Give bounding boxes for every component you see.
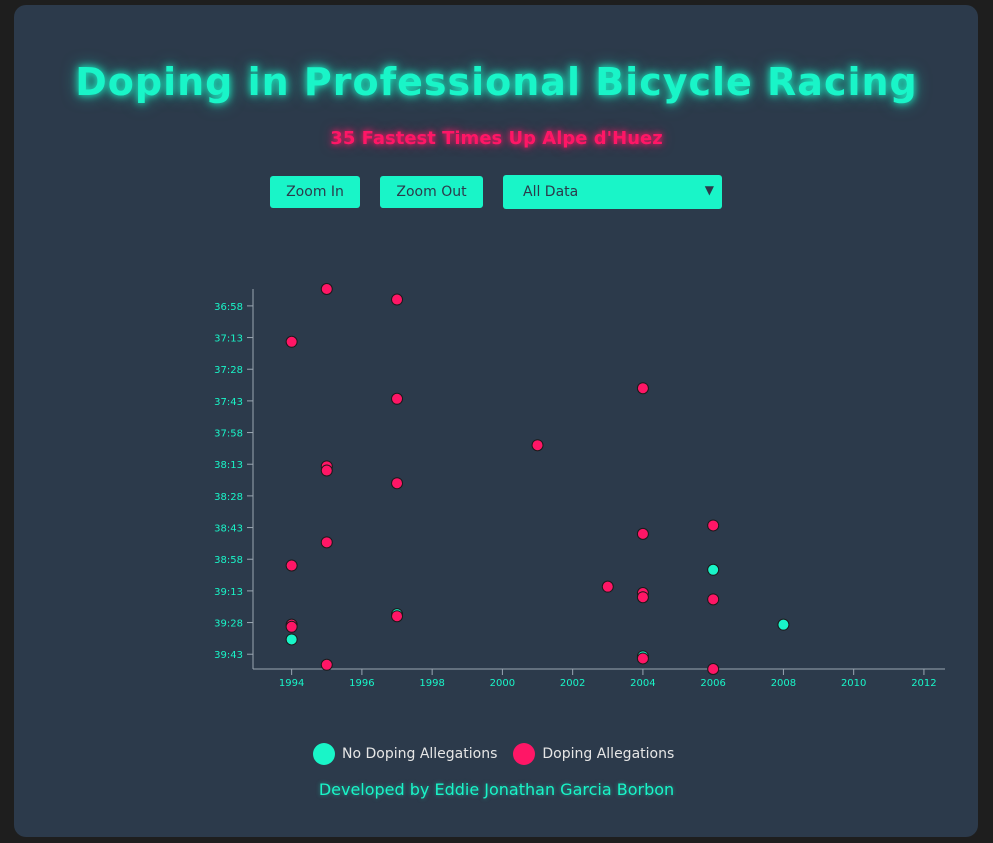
doping-point[interactable] xyxy=(707,663,720,675)
data-filter-selected-value: All Data xyxy=(523,184,579,200)
doping-point[interactable] xyxy=(320,464,333,477)
doping-point[interactable] xyxy=(391,610,404,623)
zoom-out-button[interactable]: Zoom Out xyxy=(380,176,483,208)
x-tick-label: 2004 xyxy=(630,678,655,689)
legend: No Doping Allegations Doping Allegations xyxy=(313,743,690,765)
doping-point[interactable] xyxy=(636,382,649,395)
data-filter-select[interactable]: All Data ▼ xyxy=(503,175,722,209)
doping-point[interactable] xyxy=(391,392,404,405)
zoom-in-button[interactable]: Zoom In xyxy=(270,176,360,208)
legend-swatch-doping xyxy=(513,743,536,765)
no-doping-point[interactable] xyxy=(707,563,720,576)
doping-point[interactable] xyxy=(636,527,649,540)
doping-point[interactable] xyxy=(601,580,614,593)
y-tick-label: 38:43 xyxy=(214,524,243,535)
doping-point[interactable] xyxy=(707,593,720,606)
doping-point[interactable] xyxy=(320,536,333,549)
doping-point[interactable] xyxy=(391,293,404,306)
legend-item-no-doping: No Doping Allegations xyxy=(313,743,497,765)
y-tick-label: 37:43 xyxy=(214,397,243,408)
x-tick-label: 2010 xyxy=(841,678,866,689)
no-doping-point[interactable] xyxy=(285,633,298,646)
y-tick-label: 37:13 xyxy=(214,334,243,345)
x-tick-label: 1994 xyxy=(279,678,304,689)
y-tick-label: 39:43 xyxy=(214,650,243,661)
x-tick-label: 2002 xyxy=(560,678,585,689)
y-tick-label: 39:28 xyxy=(214,619,243,630)
legend-item-doping: Doping Allegations xyxy=(513,743,674,765)
doping-point[interactable] xyxy=(636,652,649,665)
doping-point[interactable] xyxy=(320,658,333,671)
page-title: Doping in Professional Bicycle Racing xyxy=(75,60,918,104)
doping-point[interactable] xyxy=(285,559,298,572)
no-doping-point[interactable] xyxy=(777,618,790,631)
x-axis: 1994 1996 1998 2000 2002 2004 2006 2008 2010 2012 xyxy=(253,668,945,689)
chevron-down-icon: ▼ xyxy=(704,183,714,197)
y-tick-label: 38:28 xyxy=(214,492,243,503)
doping-point[interactable] xyxy=(391,477,404,490)
x-tick-label: 1998 xyxy=(419,678,444,689)
y-tick-label: 38:58 xyxy=(214,555,243,566)
y-tick-label: 37:28 xyxy=(214,365,243,376)
y-tick-label: 38:13 xyxy=(214,460,243,471)
doping-point[interactable] xyxy=(285,620,298,633)
x-tick-label: 2000 xyxy=(490,678,515,689)
x-tick-label: 2006 xyxy=(700,678,725,689)
doping-point[interactable] xyxy=(320,283,333,295)
doping-point[interactable] xyxy=(636,591,649,604)
legend-swatch-no-doping xyxy=(313,743,335,765)
data-points xyxy=(285,283,790,675)
page-subtitle: 35 Fastest Times Up Alpe d'Huez xyxy=(330,128,663,149)
y-tick-label: 36:58 xyxy=(214,302,243,313)
legend-label-no-doping: No Doping Allegations xyxy=(342,746,498,762)
footer-credit: Developed by Eddie Jonathan Garcia Borbo… xyxy=(318,780,675,799)
doping-point[interactable] xyxy=(707,519,720,532)
x-tick-label: 1996 xyxy=(349,678,374,689)
y-axis: 36:58 37:13 37:28 37:43 37:58 38:13 38:28 38:43… xyxy=(214,289,254,669)
y-tick-label: 37:58 xyxy=(214,429,243,440)
legend-label-doping: Doping Allegations xyxy=(542,746,675,762)
doping-point[interactable] xyxy=(285,335,298,348)
x-tick-label: 2008 xyxy=(771,678,796,689)
y-tick-label: 39:13 xyxy=(214,587,243,598)
doping-point[interactable] xyxy=(531,439,544,452)
x-tick-label: 2012 xyxy=(911,678,936,689)
chart-card xyxy=(14,5,978,837)
